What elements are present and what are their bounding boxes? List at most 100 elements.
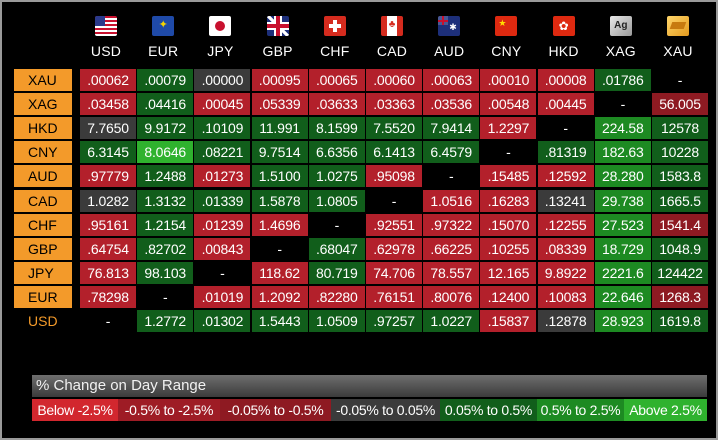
rate-cell-cad-xag[interactable]: 29.738 — [594, 189, 651, 212]
rate-cell-jpy-hkd[interactable]: 9.8922 — [537, 261, 594, 284]
rate-cell-cny-chf[interactable]: 6.6356 — [308, 141, 365, 164]
column-header-cad[interactable]: CAD — [366, 16, 418, 59]
rate-cell-xag-gbp[interactable]: .05339 — [251, 93, 308, 116]
rate-cell-xag-usd[interactable]: .03458 — [80, 93, 136, 116]
rate-cell-eur-cny[interactable]: .12400 — [480, 285, 537, 308]
rate-cell-xau-xau[interactable]: - — [677, 72, 683, 88]
rate-cell-chf-jpy[interactable]: .01239 — [194, 213, 251, 236]
rate-cell-chf-cny[interactable]: .15070 — [480, 213, 537, 236]
rate-cell-gbp-cad[interactable]: .62978 — [366, 237, 422, 260]
rate-cell-hkd-chf[interactable]: 8.1599 — [308, 117, 365, 140]
rate-cell-xag-chf[interactable]: .03633 — [308, 93, 365, 116]
rate-cell-aud-jpy[interactable]: .01273 — [194, 165, 251, 188]
rate-cell-chf-hkd[interactable]: .12255 — [537, 213, 594, 236]
rate-cell-aud-gbp[interactable]: 1.5100 — [251, 165, 308, 188]
rate-cell-gbp-jpy[interactable]: .00843 — [194, 237, 251, 260]
rate-cell-xag-hkd[interactable]: .00445 — [537, 93, 594, 116]
rate-cell-usd-gbp[interactable]: 1.5443 — [251, 310, 308, 332]
column-header-gbp[interactable]: GBP — [252, 16, 304, 59]
rate-cell-cny-xau[interactable]: 10228 — [652, 141, 708, 164]
rate-cell-gbp-hkd[interactable]: .08339 — [537, 237, 594, 260]
rate-cell-jpy-xau[interactable]: 124422 — [652, 261, 708, 284]
rate-cell-cny-usd[interactable]: 6.3145 — [80, 141, 136, 164]
rate-cell-eur-xau[interactable]: 1268.3 — [652, 285, 708, 308]
row-header-cny[interactable]: CNY — [14, 141, 72, 164]
column-header-hkd[interactable]: HKD — [538, 16, 590, 59]
rate-cell-usd-xau[interactable]: 1619.8 — [652, 310, 708, 332]
rate-cell-cny-jpy[interactable]: .08221 — [194, 141, 251, 164]
rate-cell-cad-aud[interactable]: 1.0516 — [423, 189, 480, 212]
rate-cell-usd-eur[interactable]: 1.2772 — [137, 310, 194, 332]
rate-cell-aud-cny[interactable]: .15485 — [480, 165, 537, 188]
rate-cell-xau-usd[interactable]: .00062 — [80, 69, 136, 91]
column-header-eur[interactable]: EUR — [137, 16, 189, 59]
rate-cell-hkd-usd[interactable]: 7.7650 — [80, 117, 136, 140]
column-header-jpy[interactable]: JPY — [194, 16, 246, 59]
rate-cell-aud-chf[interactable]: 1.0275 — [308, 165, 365, 188]
row-header-cad[interactable]: CAD — [14, 189, 72, 212]
rate-cell-cad-eur[interactable]: 1.3132 — [137, 189, 194, 212]
rate-cell-cny-cny[interactable]: - — [506, 144, 511, 161]
rate-cell-cny-hkd[interactable]: .81319 — [537, 141, 594, 164]
rate-cell-cad-jpy[interactable]: .01339 — [194, 189, 251, 212]
rate-cell-xau-gbp[interactable]: .00095 — [251, 69, 308, 91]
rate-cell-eur-aud[interactable]: .80076 — [423, 285, 480, 308]
rate-cell-hkd-jpy[interactable]: .10109 — [194, 117, 251, 140]
rate-cell-usd-hkd[interactable]: .12878 — [537, 310, 594, 332]
rate-cell-aud-cad[interactable]: .95098 — [366, 165, 422, 188]
column-header-xag[interactable]: Ag XAG — [595, 16, 647, 59]
row-header-xag[interactable]: XAG — [14, 93, 72, 116]
rate-cell-eur-hkd[interactable]: .10083 — [537, 285, 594, 308]
rate-cell-xau-aud[interactable]: .00063 — [423, 69, 480, 91]
row-header-usd[interactable]: USD — [28, 313, 58, 329]
rate-cell-jpy-aud[interactable]: 78.557 — [423, 261, 480, 284]
rate-cell-aud-hkd[interactable]: .12592 — [537, 165, 594, 188]
column-header-aud[interactable]: AUD — [423, 16, 475, 59]
rate-cell-cny-gbp[interactable]: 9.7514 — [251, 141, 308, 164]
row-header-chf[interactable]: CHF — [14, 213, 72, 236]
rate-cell-gbp-xau[interactable]: 1048.9 — [652, 237, 708, 260]
rate-cell-jpy-usd[interactable]: 76.813 — [80, 261, 136, 284]
rate-cell-xag-eur[interactable]: .04416 — [137, 93, 194, 116]
rate-cell-xag-xau[interactable]: 56.005 — [652, 93, 708, 116]
rate-cell-cad-gbp[interactable]: 1.5878 — [251, 189, 308, 212]
rate-cell-chf-usd[interactable]: .95161 — [80, 213, 136, 236]
rate-cell-hkd-gbp[interactable]: 11.991 — [251, 117, 308, 140]
rate-cell-eur-chf[interactable]: .82280 — [308, 285, 365, 308]
rate-cell-usd-chf[interactable]: 1.0509 — [308, 310, 365, 332]
rate-cell-xau-jpy[interactable]: .00000 — [194, 69, 251, 91]
rate-cell-usd-cad[interactable]: .97257 — [366, 310, 422, 332]
rate-cell-cad-hkd[interactable]: .13241 — [537, 189, 594, 212]
rate-cell-aud-xau[interactable]: 1583.8 — [652, 165, 708, 188]
rate-cell-cny-xag[interactable]: 182.63 — [594, 141, 651, 164]
rate-cell-eur-usd[interactable]: .78298 — [80, 285, 136, 308]
row-header-hkd[interactable]: HKD — [14, 117, 72, 140]
rate-cell-jpy-xag[interactable]: 2221.6 — [594, 261, 651, 284]
rate-cell-aud-aud[interactable]: - — [448, 168, 454, 185]
rate-cell-gbp-gbp[interactable]: - — [277, 240, 282, 257]
rate-cell-xag-aud[interactable]: .03536 — [423, 93, 480, 116]
rate-cell-jpy-chf[interactable]: 80.719 — [308, 261, 365, 284]
rate-cell-hkd-hkd[interactable]: - — [563, 120, 568, 137]
rate-cell-cny-aud[interactable]: 6.4579 — [423, 141, 480, 164]
column-header-chf[interactable]: CHF — [309, 16, 361, 59]
rate-cell-gbp-xag[interactable]: 18.729 — [594, 237, 651, 260]
rate-cell-xag-jpy[interactable]: .00045 — [194, 93, 251, 116]
rate-cell-gbp-aud[interactable]: .66225 — [423, 237, 480, 260]
rate-cell-hkd-cad[interactable]: 7.5520 — [366, 117, 422, 140]
row-header-aud[interactable]: AUD — [14, 165, 72, 188]
rate-cell-gbp-chf[interactable]: .68047 — [308, 237, 365, 260]
rate-cell-xag-xag[interactable]: - — [620, 96, 626, 113]
row-header-eur[interactable]: EUR — [14, 285, 72, 308]
column-header-cny[interactable]: CNY — [480, 16, 532, 59]
rate-cell-cad-usd[interactable]: 1.0282 — [80, 189, 136, 212]
rate-cell-xag-cad[interactable]: .03363 — [366, 93, 422, 116]
rate-cell-cad-chf[interactable]: 1.0805 — [308, 189, 365, 212]
rate-cell-hkd-xau[interactable]: 12578 — [652, 117, 708, 140]
rate-cell-chf-xag[interactable]: 27.523 — [594, 213, 651, 236]
rate-cell-chf-chf[interactable]: - — [334, 216, 340, 233]
row-header-jpy[interactable]: JPY — [14, 261, 72, 284]
rate-cell-usd-cny[interactable]: .15837 — [480, 310, 537, 332]
rate-cell-gbp-cny[interactable]: .10255 — [480, 237, 537, 260]
rate-cell-aud-xag[interactable]: 28.280 — [594, 165, 651, 188]
